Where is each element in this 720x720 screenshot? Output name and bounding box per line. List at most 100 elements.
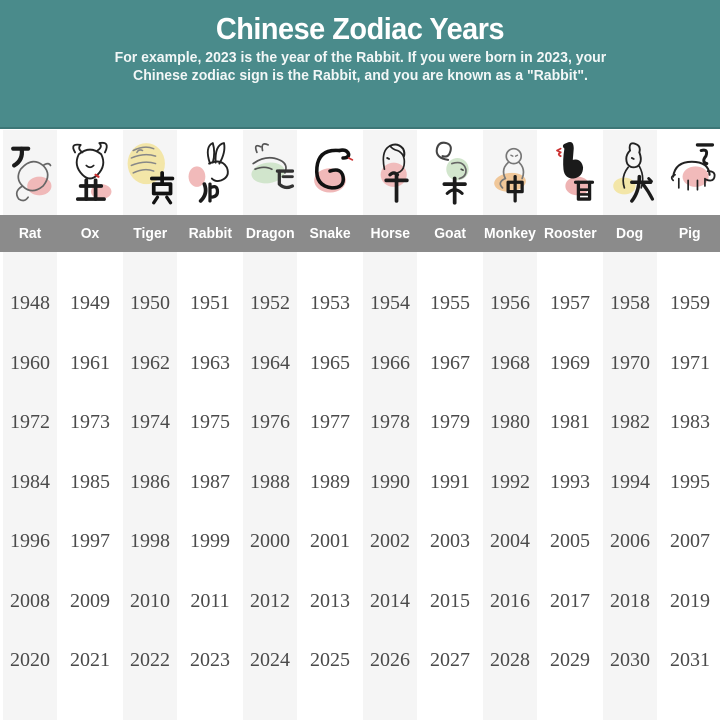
year-cell: 2031 xyxy=(670,649,710,672)
year-cell: 2024 xyxy=(250,649,290,672)
animal-name-label: Ox xyxy=(80,225,100,242)
year-cell: 1971 xyxy=(670,351,710,374)
title-wrap: Chinese Zodiac Years xyxy=(0,0,720,50)
animal-name-label: Rabbit xyxy=(188,225,232,242)
year-cell: 1960 xyxy=(10,351,50,374)
year-cell: 2005 xyxy=(550,530,590,553)
animal-name-label: Horse xyxy=(370,225,410,242)
subtitle-line-1: For example, 2023 is the year of the Rab… xyxy=(114,50,606,66)
tiger-zodiac-icon-cell xyxy=(120,129,180,215)
year-cell: 2029 xyxy=(550,649,590,672)
year-cell: 1962 xyxy=(130,351,170,374)
animal-name-label: Rat xyxy=(18,225,42,242)
year-cell: 1979 xyxy=(430,411,470,434)
year-cell: 1970 xyxy=(610,351,650,374)
dog-icon xyxy=(613,142,655,203)
animal-name-label: Dog xyxy=(616,225,644,242)
year-cell: 1948 xyxy=(10,292,50,315)
year-cell: 2009 xyxy=(70,589,110,612)
year-cell: 1984 xyxy=(10,470,50,493)
year-cell: 2007 xyxy=(670,530,710,553)
year-row: 1996 1997 1998 1999 2000 2001 2002 2003 2004 2005… xyxy=(0,512,720,572)
animal-name-pig: Pig xyxy=(660,225,720,242)
goat-icon xyxy=(435,141,469,205)
page-title: Chinese Zodiac Years xyxy=(215,11,505,46)
animal-name-label: Rooster xyxy=(543,225,597,242)
year-cell: 1996 xyxy=(10,530,50,553)
year-row: 2008 2009 2010 2011 2012 2013 2014 2015 2016 2017… xyxy=(0,572,720,632)
zodiac-icons-row xyxy=(0,129,720,215)
pig-icon xyxy=(670,143,716,191)
animal-name-label: Dragon xyxy=(245,225,295,242)
year-cell: 1954 xyxy=(370,292,410,315)
year-cell: 2022 xyxy=(130,649,170,672)
monkey-icon xyxy=(494,147,526,203)
year-cell: 1978 xyxy=(370,411,410,434)
year-cell: 2015 xyxy=(430,589,470,612)
goat-zodiac-icon-cell xyxy=(420,129,480,215)
year-cell: 1969 xyxy=(550,351,590,374)
year-cell: 1961 xyxy=(70,351,110,374)
year-cell: 2008 xyxy=(10,589,50,612)
year-cell: 1953 xyxy=(310,292,350,315)
year-cell: 1986 xyxy=(130,470,170,493)
year-cell: 1975 xyxy=(190,411,230,434)
year-cell: 1952 xyxy=(250,292,290,315)
year-cell: 1964 xyxy=(250,351,290,374)
year-cell: 2003 xyxy=(430,530,470,553)
year-cell: 2026 xyxy=(370,649,410,672)
horse-icon xyxy=(380,143,409,203)
animal-names-bar: Rat Ox Tiger Rabbit Dragon Snake Horse Goat Monk… xyxy=(0,215,720,252)
year-cell: 1987 xyxy=(190,470,230,493)
year-cell: 1989 xyxy=(310,470,350,493)
year-cell: 1966 xyxy=(370,351,410,374)
pig-zodiac-icon-cell xyxy=(660,129,720,215)
year-cell: 1968 xyxy=(490,351,530,374)
snake-zodiac-icon-cell xyxy=(300,129,360,215)
year-cell: 1955 xyxy=(430,292,470,315)
year-cell: 1974 xyxy=(130,411,170,434)
year-cell: 2027 xyxy=(430,649,470,672)
animal-name-label: Tiger xyxy=(133,225,167,242)
year-cell: 2017 xyxy=(550,589,590,612)
year-cell: 1985 xyxy=(70,470,110,493)
year-cell: 1990 xyxy=(370,470,410,493)
animal-name-snake: Snake xyxy=(300,225,360,242)
year-cell: 1963 xyxy=(190,351,230,374)
year-cell: 1998 xyxy=(130,530,170,553)
rabbit-zodiac-icon-cell xyxy=(180,129,240,215)
dragon-zodiac-icon-cell xyxy=(240,129,300,215)
horse-zodiac-icon-cell xyxy=(360,129,420,215)
year-cell: 2010 xyxy=(130,589,170,612)
animal-name-rabbit: Rabbit xyxy=(180,225,240,242)
year-cell: 1959 xyxy=(670,292,710,315)
year-cell: 1950 xyxy=(130,292,170,315)
animal-name-tiger: Tiger xyxy=(120,225,180,242)
year-row: 1972 1973 1974 1975 1976 1977 1978 1979 1980 1981… xyxy=(0,393,720,453)
dog-zodiac-icon-cell xyxy=(600,129,660,215)
year-cell: 1981 xyxy=(550,411,590,434)
year-cell: 1988 xyxy=(250,470,290,493)
year-cell: 2028 xyxy=(490,649,530,672)
year-cell: 2018 xyxy=(610,589,650,612)
animal-name-horse: Horse xyxy=(360,225,420,242)
year-cell: 2001 xyxy=(310,530,350,553)
tiger-icon xyxy=(127,143,175,205)
animal-name-ox: Ox xyxy=(60,225,120,242)
year-cell: 2019 xyxy=(670,589,710,612)
year-cell: 1977 xyxy=(310,411,350,434)
rat-icon xyxy=(11,146,52,202)
year-cell: 1958 xyxy=(610,292,650,315)
monkey-zodiac-icon-cell xyxy=(480,129,540,215)
year-cell: 1967 xyxy=(430,351,470,374)
year-cell: 1999 xyxy=(190,530,230,553)
year-row: 1960 1961 1962 1963 1964 1965 1966 1967 1968 1969… xyxy=(0,334,720,394)
dragon-icon xyxy=(251,143,295,190)
year-cell: 2000 xyxy=(250,530,290,553)
year-cell: 2011 xyxy=(190,589,230,612)
year-row: 2020 2021 2022 2023 2024 2025 2026 2027 2028 2029… xyxy=(0,631,720,691)
year-cell: 2004 xyxy=(490,530,530,553)
year-cell: 2002 xyxy=(370,530,410,553)
animal-name-monkey: Monkey xyxy=(480,225,540,242)
